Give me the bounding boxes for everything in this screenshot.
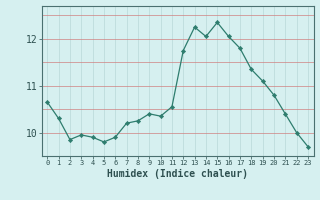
- X-axis label: Humidex (Indice chaleur): Humidex (Indice chaleur): [107, 169, 248, 179]
